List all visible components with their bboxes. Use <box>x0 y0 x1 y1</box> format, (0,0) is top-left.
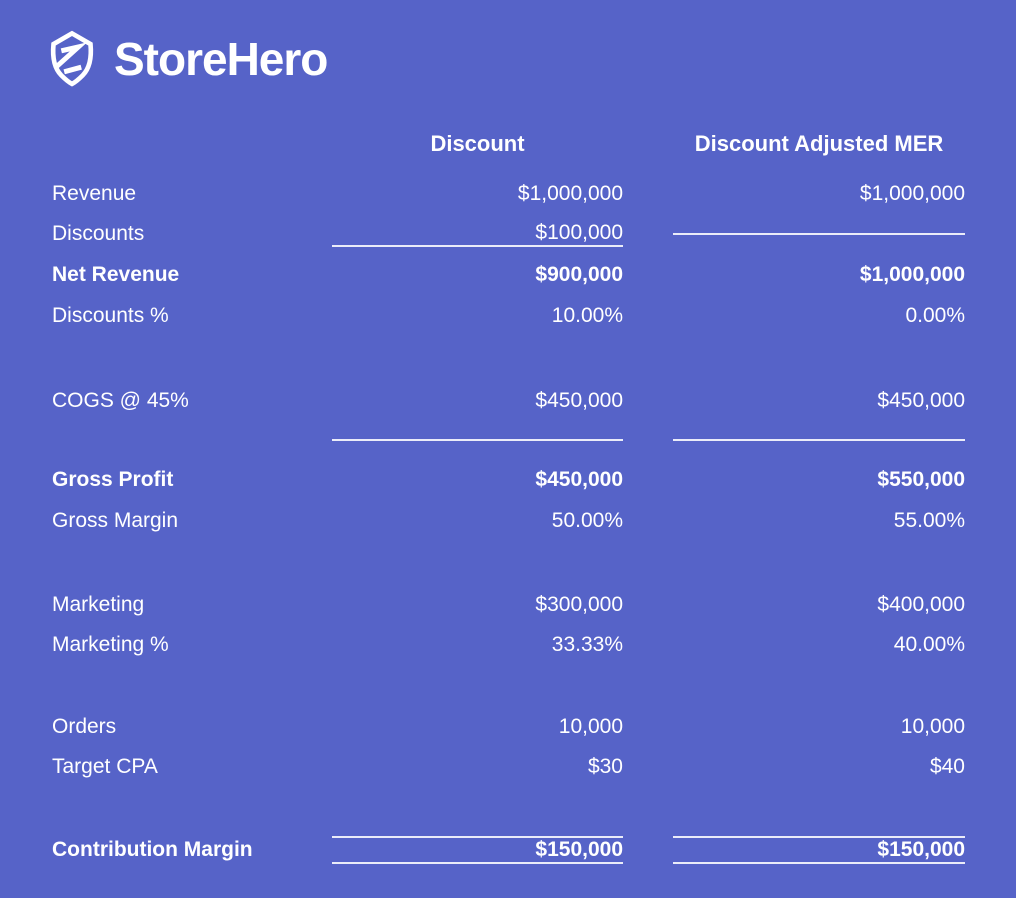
cell-adjusted-mer: $550,000 <box>877 468 965 491</box>
cell-discount: $900,000 <box>535 263 623 286</box>
cell-discount: 10.00% <box>551 304 623 327</box>
cell-adjusted-mer: $1,000,000 <box>859 263 965 286</box>
row-label: Marketing % <box>52 633 169 656</box>
cell-discount: $450,000 <box>535 468 623 491</box>
cell-adjusted-mer: $150,000 <box>673 836 965 864</box>
table-row-gross-margin: Gross Margin 50.00% 55.00% <box>0 501 1016 541</box>
table-row-discounts: Discounts $100,000 <box>0 214 1016 254</box>
cell-discount: 10,000 <box>558 715 623 738</box>
storehero-logo: StoreHero <box>40 24 328 94</box>
row-label: Discounts % <box>52 304 169 327</box>
row-label: Target CPA <box>52 755 158 778</box>
cell-discount: $1,000,000 <box>517 182 623 205</box>
cell-discount: $450,000 <box>535 389 623 412</box>
spacer <box>0 541 1016 585</box>
spacer <box>0 665 1016 707</box>
table-row-contribution-margin: Contribution Margin $150,000 $150,000 <box>0 829 1016 871</box>
shield-s-icon <box>40 24 104 94</box>
cell-adjusted-mer: 10,000 <box>900 715 965 738</box>
table-row-marketing: Marketing $300,000 $400,000 <box>0 585 1016 625</box>
column-header-discount: Discount <box>430 131 525 156</box>
spacer-with-rule <box>0 421 1016 459</box>
column-header-discount-adjusted-mer: Discount Adjusted MER <box>694 131 944 156</box>
cell-discount: $300,000 <box>535 593 623 616</box>
table-row-revenue: Revenue $1,000,000 $1,000,000 <box>0 174 1016 214</box>
spacer <box>0 787 1016 829</box>
cell-adjusted-mer: $40 <box>929 755 965 778</box>
row-label: COGS @ 45% <box>52 389 189 412</box>
cell-discount: 50.00% <box>551 509 623 532</box>
cell-discount: $150,000 <box>332 836 623 864</box>
cell-adjusted-mer: $1,000,000 <box>859 182 965 205</box>
row-label: Gross Margin <box>52 509 179 532</box>
table-header-row: Discount Discount Adjusted MER <box>0 122 1016 166</box>
cell-adjusted-mer: 0.00% <box>905 304 965 327</box>
financial-comparison-table: Discount Discount Adjusted MER Revenue $… <box>0 122 1016 871</box>
brand-name: StoreHero <box>114 33 328 85</box>
cell-adjusted-mer: 55.00% <box>893 509 965 532</box>
cell-discount: $30 <box>587 755 623 778</box>
row-label: Gross Profit <box>52 468 174 491</box>
row-label: Discounts <box>52 222 145 245</box>
cell-adjusted-mer: $450,000 <box>877 389 965 412</box>
row-label: Contribution Margin <box>52 838 253 861</box>
cell-adjusted-mer <box>673 233 965 235</box>
cell-discount: $100,000 <box>332 221 623 247</box>
table-row-gross-profit: Gross Profit $450,000 $550,000 <box>0 459 1016 501</box>
row-label: Revenue <box>52 182 137 205</box>
table-row-discounts-pct: Discounts % 10.00% 0.00% <box>0 296 1016 336</box>
row-label: Net Revenue <box>52 263 180 286</box>
table-row-marketing-pct: Marketing % 33.33% 40.00% <box>0 625 1016 665</box>
cell-discount: 33.33% <box>551 633 623 656</box>
table-row-orders: Orders 10,000 10,000 <box>0 707 1016 747</box>
cell-adjusted-mer: 40.00% <box>893 633 965 656</box>
row-label: Orders <box>52 715 117 738</box>
row-label: Marketing <box>52 593 145 616</box>
table-row-net-revenue: Net Revenue $900,000 $1,000,000 <box>0 254 1016 296</box>
cell-adjusted-mer: $400,000 <box>877 593 965 616</box>
table-row-target-cpa: Target CPA $30 $40 <box>0 747 1016 787</box>
table-row-cogs: COGS @ 45% $450,000 $450,000 <box>0 381 1016 421</box>
spacer <box>0 336 1016 381</box>
